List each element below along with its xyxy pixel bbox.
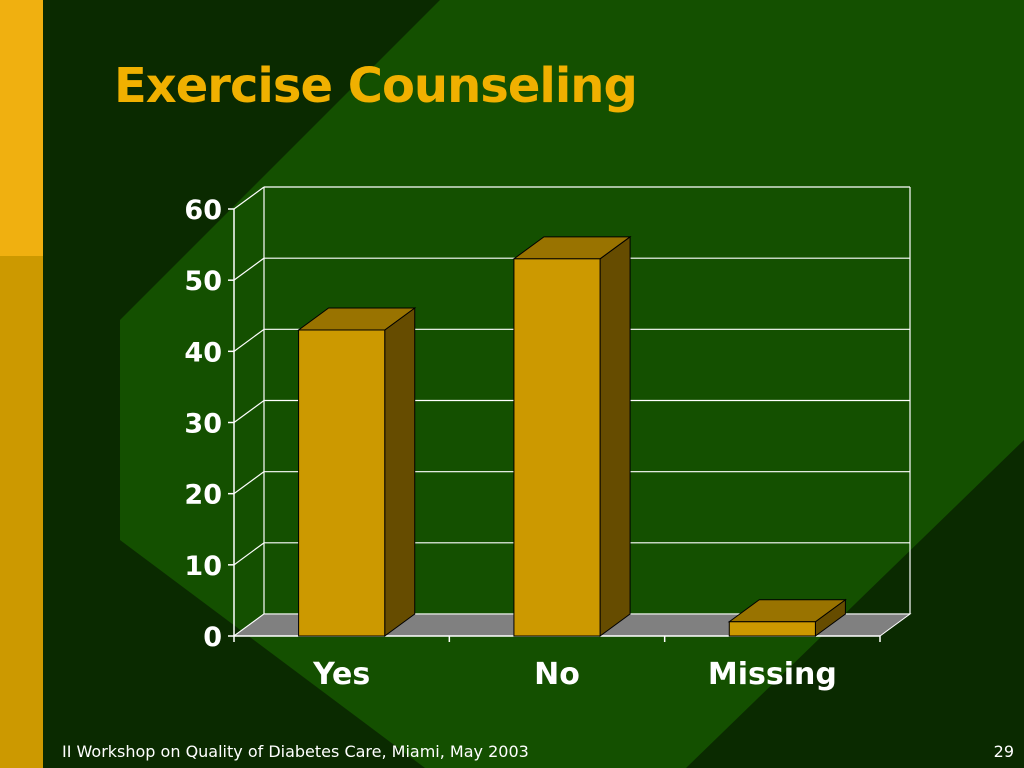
y-tick-label: 60 <box>184 195 222 226</box>
accent-bar-bottom <box>0 256 43 768</box>
page-number: 29 <box>993 742 1014 761</box>
y-tick-label: 10 <box>184 551 222 582</box>
bar-side-yes <box>384 306 416 637</box>
side-wall-gridline <box>233 186 265 210</box>
side-wall-gridline <box>233 328 265 352</box>
side-wall-gridline <box>233 400 265 423</box>
bar-missing <box>728 621 816 637</box>
side-wall-gridline <box>233 542 265 566</box>
x-category-label: Yes <box>312 657 370 692</box>
slide-footer: II Workshop on Quality of Diabetes Care,… <box>62 742 529 761</box>
slide-title: Exercise Counseling <box>114 58 638 114</box>
bar-yes <box>298 329 386 637</box>
side-wall-gridline <box>233 257 265 281</box>
y-tick-label: 30 <box>184 409 222 440</box>
accent-bar-top <box>0 0 43 256</box>
bar-side-no <box>599 235 631 637</box>
x-category-label: No <box>534 657 580 692</box>
y-tick-label: 0 <box>203 622 222 653</box>
side-wall-gridline <box>233 471 265 495</box>
bar-no <box>513 258 601 637</box>
y-tick-label: 20 <box>184 480 222 511</box>
y-tick-label: 50 <box>184 266 222 297</box>
y-tick-label: 40 <box>184 337 222 368</box>
x-category-label: Missing <box>708 657 837 692</box>
